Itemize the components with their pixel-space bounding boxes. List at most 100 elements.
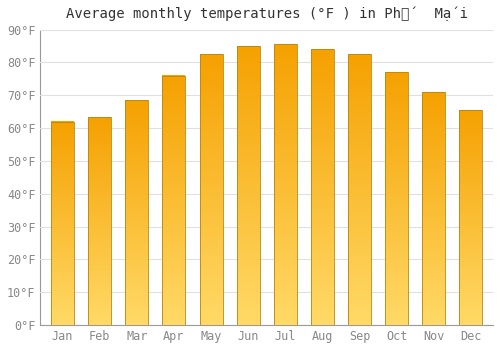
- Bar: [274, 86, 296, 89]
- Bar: [51, 166, 74, 168]
- Bar: [274, 123, 296, 126]
- Bar: [311, 165, 334, 168]
- Bar: [200, 206, 222, 209]
- Bar: [51, 124, 74, 126]
- Bar: [460, 220, 482, 222]
- Bar: [162, 208, 186, 210]
- Bar: [422, 204, 445, 206]
- Bar: [162, 238, 186, 240]
- Bar: [126, 174, 148, 177]
- Bar: [311, 93, 334, 96]
- Bar: [162, 290, 186, 293]
- Bar: [126, 197, 148, 199]
- Bar: [385, 224, 408, 226]
- Bar: [126, 219, 148, 222]
- Bar: [236, 155, 260, 158]
- Bar: [460, 241, 482, 244]
- Bar: [236, 74, 260, 77]
- Bar: [51, 225, 74, 228]
- Bar: [200, 122, 222, 125]
- Bar: [460, 130, 482, 132]
- Bar: [460, 318, 482, 321]
- Bar: [126, 260, 148, 262]
- Bar: [162, 258, 186, 260]
- Bar: [162, 120, 186, 123]
- Bar: [51, 236, 74, 238]
- Bar: [51, 290, 74, 293]
- Bar: [126, 237, 148, 240]
- Bar: [162, 255, 186, 258]
- Bar: [200, 274, 222, 276]
- Bar: [348, 225, 371, 228]
- Bar: [162, 210, 186, 213]
- Bar: [236, 51, 260, 54]
- Bar: [51, 299, 74, 301]
- Bar: [162, 188, 186, 190]
- Bar: [126, 154, 148, 156]
- Bar: [274, 67, 296, 70]
- Bar: [200, 146, 222, 149]
- Bar: [422, 321, 445, 323]
- Bar: [200, 141, 222, 144]
- Bar: [162, 193, 186, 195]
- Bar: [51, 293, 74, 295]
- Bar: [348, 184, 371, 187]
- Bar: [162, 293, 186, 295]
- Bar: [88, 133, 111, 135]
- Bar: [51, 250, 74, 252]
- Bar: [126, 278, 148, 280]
- Bar: [200, 214, 222, 217]
- Bar: [51, 152, 74, 154]
- Bar: [422, 286, 445, 288]
- Bar: [126, 276, 148, 278]
- Bar: [51, 195, 74, 197]
- Bar: [348, 73, 371, 76]
- Bar: [385, 191, 408, 194]
- Bar: [348, 103, 371, 106]
- Bar: [348, 295, 371, 298]
- Bar: [311, 245, 334, 248]
- Bar: [274, 278, 296, 280]
- Bar: [126, 163, 148, 166]
- Bar: [51, 221, 74, 223]
- Bar: [88, 217, 111, 219]
- Bar: [88, 171, 111, 173]
- Bar: [51, 128, 74, 130]
- Bar: [422, 108, 445, 111]
- Bar: [236, 191, 260, 194]
- Bar: [348, 285, 371, 287]
- Bar: [311, 289, 334, 292]
- Bar: [385, 272, 408, 275]
- Bar: [162, 98, 186, 100]
- Bar: [385, 183, 408, 186]
- Bar: [162, 268, 186, 270]
- Bar: [236, 186, 260, 188]
- Bar: [51, 132, 74, 134]
- Bar: [200, 309, 222, 312]
- Bar: [162, 308, 186, 310]
- Bar: [126, 264, 148, 267]
- Bar: [348, 157, 371, 160]
- Bar: [460, 276, 482, 278]
- Bar: [385, 267, 408, 270]
- Bar: [385, 80, 408, 82]
- Bar: [236, 230, 260, 233]
- Bar: [311, 173, 334, 176]
- Bar: [422, 225, 445, 227]
- Bar: [200, 238, 222, 241]
- Bar: [236, 110, 260, 113]
- Bar: [422, 106, 445, 108]
- Bar: [162, 158, 186, 160]
- Bar: [460, 179, 482, 181]
- Bar: [385, 88, 408, 90]
- Bar: [385, 196, 408, 199]
- Bar: [162, 103, 186, 105]
- Bar: [200, 217, 222, 219]
- Bar: [422, 125, 445, 127]
- Bar: [385, 100, 408, 103]
- Bar: [51, 201, 74, 203]
- Bar: [460, 140, 482, 142]
- Bar: [422, 132, 445, 134]
- Bar: [274, 227, 296, 230]
- Bar: [88, 319, 111, 321]
